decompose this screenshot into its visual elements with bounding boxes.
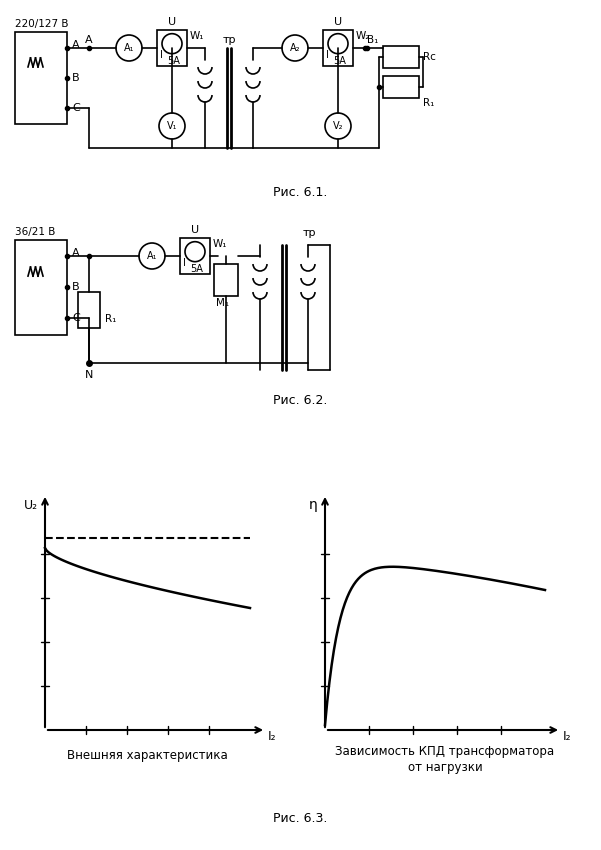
Text: A: A	[85, 35, 93, 45]
Text: R₁: R₁	[105, 314, 117, 325]
Text: 5A: 5A	[191, 264, 203, 274]
Text: W₁: W₁	[190, 31, 204, 41]
Text: тр: тр	[302, 228, 316, 238]
Bar	[323, 30, 353, 66]
Bar	[180, 238, 210, 274]
Text: B: B	[72, 73, 79, 83]
Text: I: I	[183, 258, 186, 268]
Text: Рис. 6.2.: Рис. 6.2.	[273, 394, 327, 406]
Circle shape	[139, 243, 165, 269]
Text: R₁: R₁	[423, 98, 435, 108]
Text: 5A: 5A	[334, 56, 346, 66]
Text: U: U	[191, 225, 199, 235]
Text: U: U	[168, 17, 176, 27]
Text: C: C	[72, 313, 80, 323]
Text: от нагрузки: от нагрузки	[407, 761, 483, 774]
Text: I₂: I₂	[563, 729, 572, 743]
Text: I₂: I₂	[267, 729, 276, 743]
Text: I: I	[160, 50, 163, 60]
Bar	[157, 30, 187, 66]
Circle shape	[159, 113, 185, 139]
Text: A₂: A₂	[290, 43, 300, 53]
Text: A: A	[72, 40, 79, 50]
Bar	[383, 46, 419, 68]
Text: W₂: W₂	[356, 31, 370, 41]
Bar	[15, 32, 67, 124]
Text: I: I	[326, 50, 329, 60]
Text: Rс: Rс	[423, 52, 436, 62]
Bar	[214, 264, 238, 296]
Circle shape	[328, 34, 348, 54]
Text: Рис. 6.1.: Рис. 6.1.	[273, 185, 327, 199]
Text: тр: тр	[222, 35, 236, 45]
Text: V₂: V₂	[333, 121, 343, 131]
Text: Рис. 6.3.: Рис. 6.3.	[273, 812, 327, 824]
Bar	[15, 240, 67, 335]
Text: C: C	[72, 103, 80, 113]
Text: 36/21 В: 36/21 В	[15, 227, 55, 237]
Bar	[383, 76, 419, 98]
Text: M₁: M₁	[216, 298, 229, 308]
Text: U₂: U₂	[24, 498, 38, 512]
Text: Внешняя характеристика: Внешняя характеристика	[67, 750, 228, 762]
Circle shape	[282, 35, 308, 61]
Circle shape	[162, 34, 182, 54]
Text: η: η	[309, 498, 317, 512]
Text: B: B	[72, 282, 79, 292]
Text: A₁: A₁	[124, 43, 134, 53]
Text: V₁: V₁	[166, 121, 177, 131]
Circle shape	[116, 35, 142, 61]
Text: B₁: B₁	[367, 35, 379, 45]
Text: Зависимость КПД трансформатора: Зависимость КПД трансформатора	[335, 745, 555, 758]
Text: A₁: A₁	[147, 251, 157, 261]
Text: W₁: W₁	[213, 239, 228, 249]
Circle shape	[185, 241, 205, 262]
Text: U: U	[334, 17, 342, 27]
Text: 5A: 5A	[168, 56, 180, 66]
Circle shape	[325, 113, 351, 139]
Bar	[78, 292, 100, 327]
Text: N: N	[85, 370, 93, 380]
Text: A: A	[72, 248, 79, 258]
Text: 220/127 В: 220/127 В	[15, 19, 69, 29]
